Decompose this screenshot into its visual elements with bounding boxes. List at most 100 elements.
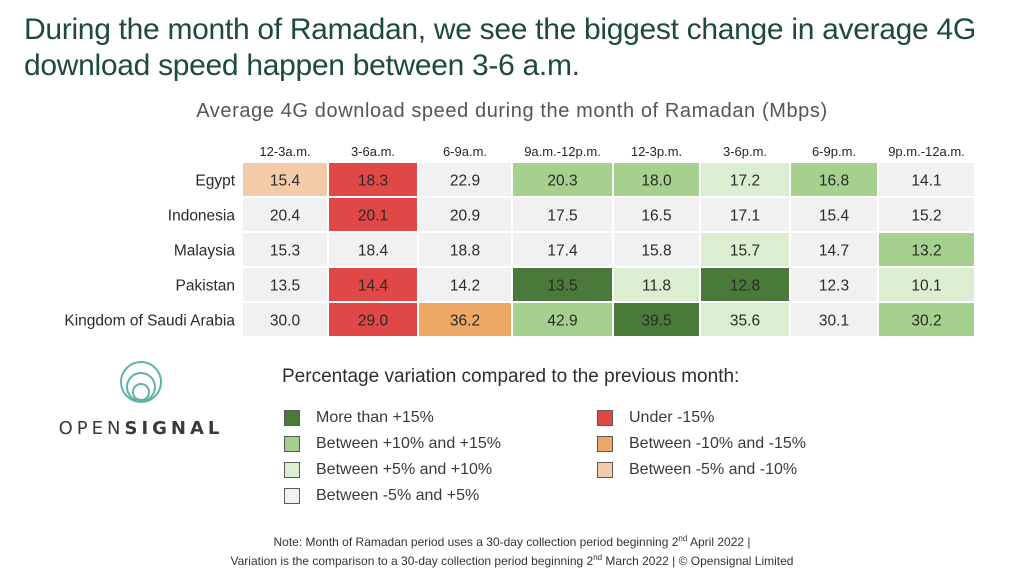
cell-value: 15.2 [911, 208, 941, 225]
heatmap-cell [701, 268, 789, 301]
cell-value: 30.0 [270, 313, 301, 330]
heatmap-cell [419, 198, 511, 231]
opensignal-rings-icon [120, 361, 162, 403]
heatmap-cell [614, 268, 699, 301]
cell-value: 15.4 [270, 173, 301, 190]
heatmap-cell [879, 268, 974, 301]
legend-item: Between +5% and +10% [284, 457, 501, 483]
cell-value: 18.4 [358, 243, 389, 260]
cell-value: 11.8 [642, 278, 671, 295]
cell-value: 35.6 [730, 313, 760, 330]
heatmap-cell [614, 163, 699, 196]
legend-item: Under -15% [597, 405, 806, 431]
headline: During the month of Ramadan, we see the … [24, 13, 976, 82]
logo-word-open: OPEN [58, 418, 125, 439]
heatmap-cell [791, 233, 877, 266]
heatmap-cell [329, 233, 417, 266]
column-label: 6-9p.m. [812, 144, 856, 159]
cell-value: 36.2 [450, 313, 480, 330]
column-label: 6-9a.m. [443, 144, 487, 159]
cell-value: 18.3 [358, 173, 388, 190]
heatmap-cell [791, 198, 877, 231]
legend-swatch [284, 488, 300, 504]
legend-label: Between -10% and -15% [629, 435, 806, 452]
heatmap-cell [879, 233, 974, 266]
column-label: 9p.m.-12a.m. [888, 144, 965, 159]
heatmap-cell [513, 163, 612, 196]
cell-value: 22.9 [450, 173, 480, 190]
cell-value: 13.5 [547, 278, 577, 295]
cell-value: 14.7 [819, 243, 849, 260]
heatmap-cell [701, 163, 789, 196]
opensignal-logo: OPENSIGNAL [56, 358, 226, 439]
column-label: 12-3a.m. [259, 144, 310, 159]
heatmap-cell [701, 303, 789, 336]
cell-value: 15.7 [730, 243, 760, 260]
heatmap-cell [329, 268, 417, 301]
cell-value: 20.3 [547, 173, 577, 190]
heatmap-cell [879, 303, 974, 336]
cell-value: 16.8 [819, 173, 849, 190]
cell-value: 17.2 [730, 173, 760, 190]
cell-value: 12.3 [819, 278, 849, 295]
cell-value: 13.5 [270, 278, 300, 295]
cell-value: 30.1 [819, 313, 849, 330]
cell-value: 18.0 [641, 173, 672, 190]
legend-item: Between +10% and +15% [284, 431, 501, 457]
cell-value: 20.1 [358, 208, 388, 225]
cell-value: 14.4 [358, 278, 389, 295]
heatmap-cell [513, 233, 612, 266]
cell-value: 14.2 [450, 278, 480, 295]
cell-value: 39.5 [641, 313, 671, 330]
cell-value: 17.5 [547, 208, 577, 225]
heatmap-chart: 12-3a.m. 3-6a.m. 6-9a.m. 9a.m.-12p.m. 12-3p.… [64, 144, 974, 336]
cell-value: 15.4 [819, 208, 850, 225]
cell-value: 14.1 [911, 173, 941, 190]
legend-swatch [597, 436, 613, 452]
cell-value: 42.9 [547, 313, 577, 330]
heatmap-cell [243, 303, 327, 336]
heatmap-cell [791, 268, 877, 301]
cell-value: 30.2 [911, 313, 941, 330]
heatmap-cell [513, 268, 612, 301]
heatmap-cell [513, 303, 612, 336]
logo-wordmark: OPENSIGNAL [56, 418, 226, 439]
heatmap-cell [614, 303, 699, 336]
cell-value: 17.4 [547, 243, 578, 260]
heatmap-cell [879, 163, 974, 196]
heatmap-cell [419, 163, 511, 196]
row-label: Kingdom of Saudi Arabia [64, 313, 235, 330]
row-label: Egypt [195, 173, 235, 190]
heatmap-cell [879, 198, 974, 231]
cell-value: 29.0 [358, 313, 389, 330]
legend-swatch [284, 462, 300, 478]
footnote-line-1: Note: Month of Ramadan period uses a 30-… [273, 534, 751, 549]
heatmap-cell [614, 233, 699, 266]
heatmap-cell [791, 163, 877, 196]
heatmap-cell [419, 233, 511, 266]
cell-value: 15.3 [270, 243, 300, 260]
column-label: 9a.m.-12p.m. [524, 144, 601, 159]
cell-value: 13.2 [911, 243, 941, 260]
legend-swatch [597, 410, 613, 426]
heatmap-cell [701, 198, 789, 231]
legend-column-positive: More than +15% Between +10% and +15% Betwe… [284, 405, 501, 509]
heatmap-cell [329, 303, 417, 336]
legend-label: Between +5% and +10% [316, 461, 493, 478]
heatmap-cell [791, 303, 877, 336]
cell-value: 16.5 [641, 208, 671, 225]
heatmap-cell [419, 303, 511, 336]
legend-item: Between -5% and -10% [597, 457, 806, 483]
logo-word-signal: SIGNAL [124, 418, 224, 439]
legend-label: Between +10% and +15% [316, 435, 502, 452]
column-label: 3-6a.m. [351, 144, 395, 159]
legend-item: More than +15% [284, 405, 501, 431]
cell-value: 18.8 [450, 243, 480, 260]
heatmap-cell [419, 268, 511, 301]
heatmap-cell [329, 198, 417, 231]
cell-value: 12.8 [730, 278, 760, 295]
column-label: 12-3p.m. [631, 144, 682, 159]
heatmap-cell [513, 198, 612, 231]
footnote-line-2: Variation is the comparison to a 30-day … [230, 553, 794, 568]
legend-label: Between -5% and +5% [316, 487, 480, 504]
